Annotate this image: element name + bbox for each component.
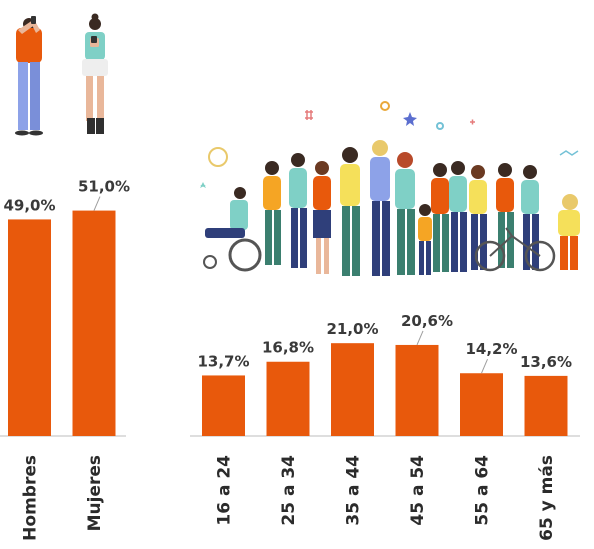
chart-edad: 13,7% 16,8% 21,0% 20,6% 14,2%13,6% 16 a 24 25… [190,312,580,541]
leader-line-45-a-54 [416,330,424,346]
bar-35-a-44 [331,343,374,436]
tick-label-45-a-54: 45 a 54 [408,455,428,526]
value-label-35-a-44: 21,0% [326,320,378,338]
bar-55-a-64 [460,373,503,436]
woman-with-phone-illustration [82,13,108,134]
bar-65-y-más [524,375,568,436]
value-label-65-y-más: 13,6% [520,353,572,371]
value-label-55-a-64: 14,2% [465,340,517,358]
bar-mujeres [72,210,116,436]
leader-line-55-a-64 [481,359,488,374]
leader-line-mujeres [93,196,101,211]
tick-label-65-y-más: 65 y más [537,455,557,541]
value-label-45-a-54: 20,6% [401,312,453,330]
value-label-25-a-34: 16,8% [262,339,314,357]
value-label-16-a-24: 13,7% [197,352,249,370]
tick-label-hombres: Hombres [21,455,41,541]
bar-45-a-54 [395,344,439,436]
bar-25-a-34 [266,361,310,436]
tick-label-mujeres: Mujeres [85,455,105,531]
bar-hombres [8,219,51,436]
value-label-mujeres: 51,0% [78,178,130,196]
man-with-phone-illustration [15,16,43,136]
value-label-hombres: 49,0% [3,196,55,214]
chart-sexo: 49,0% 51,0% Hombres Mujeres [0,178,130,541]
tick-label-35-a-44: 35 a 44 [344,455,364,526]
tick-label-25-a-34: 25 a 34 [279,455,299,526]
bar-16-a-24 [202,375,245,436]
tick-label-55-a-64: 55 a 64 [473,455,493,526]
tick-label-16-a-24: 16 a 24 [215,455,235,526]
diverse-crowd-illustration [200,101,580,276]
